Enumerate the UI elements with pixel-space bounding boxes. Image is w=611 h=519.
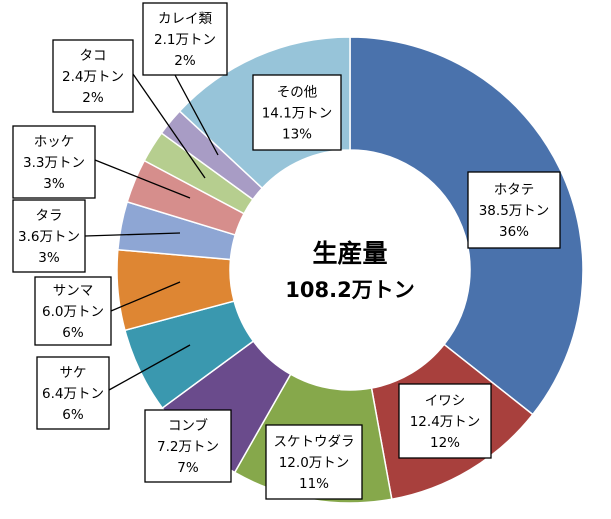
slice-value: 2.4万トン <box>62 69 124 85</box>
label-box <box>52 39 134 113</box>
slice-name: コンブ <box>168 417 209 434</box>
leader-line-10 <box>174 74 219 156</box>
label-box <box>36 356 110 430</box>
slice-label-10: カレイ類 2.1万トン 2% <box>142 2 228 76</box>
slice-value: 6.4万トン <box>42 386 104 402</box>
leader-line-8 <box>94 159 191 199</box>
label-box <box>265 424 363 500</box>
slice-name: タコ <box>80 48 107 64</box>
leader-line-5 <box>108 344 191 391</box>
slice-name: サケ <box>60 365 87 381</box>
slice-value: 2.1万トン <box>154 32 216 48</box>
slice-percent: 6% <box>62 325 84 341</box>
slice-name: その他 <box>277 85 318 101</box>
slice-name: ホッケ <box>34 134 75 150</box>
slice-value: 3.3万トン <box>23 155 85 171</box>
center-total: 108.2万トン <box>285 278 414 302</box>
label-box <box>144 409 232 483</box>
slice-label-11: その他 14.1万トン 13% <box>252 74 342 151</box>
slice-value: 38.5万トン <box>479 203 550 219</box>
label-box <box>142 2 228 76</box>
slice-label-8: ホッケ 3.3万トン 3% <box>12 125 96 199</box>
label-box <box>252 74 342 151</box>
slice-percent: 2% <box>174 53 196 69</box>
slice-label-1: ホタテ 38.5万トン 36% <box>467 171 561 249</box>
slice-label-4: コンブ 7.2万トン 7% <box>144 409 232 483</box>
label-box <box>12 125 96 199</box>
slice-percent: 12% <box>430 435 460 451</box>
slice-name: サンマ <box>53 283 94 299</box>
slice-value: 14.1万トン <box>262 106 333 122</box>
slice-name: スケトウダラ <box>274 434 355 450</box>
slice-label-2: イワシ 12.4万トン 12% <box>398 383 492 459</box>
slice-label-5: サケ 6.4万トン 6% <box>36 356 110 430</box>
slice-value: 7.2万トン <box>157 439 219 455</box>
slice-percent: 2% <box>82 90 104 106</box>
leader-line-6 <box>110 281 181 312</box>
slice-percent: 3% <box>43 176 65 192</box>
slice-label-3: スケトウダラ 12.0万トン 11% <box>265 424 363 500</box>
slice-name: タラ <box>36 208 63 224</box>
slice-label-6: サンマ 6.0万トン 6% <box>34 276 112 346</box>
slice-name: イワシ <box>425 393 466 409</box>
center-title: 生産量 <box>312 239 387 268</box>
leader-line-9 <box>132 73 206 179</box>
label-box <box>12 199 86 273</box>
slice-1 <box>349 36 584 416</box>
slice-value: 12.0万トン <box>279 455 350 471</box>
label-box <box>34 276 112 346</box>
slice-percent: 36% <box>499 224 529 240</box>
slice-label-7: タラ 3.6万トン 3% <box>12 199 86 273</box>
slice-name: ホタテ <box>494 182 535 198</box>
slice-value: 6.0万トン <box>42 304 104 320</box>
slice-value: 12.4万トン <box>410 414 481 430</box>
slice-percent: 6% <box>62 407 84 423</box>
slice-percent: 11% <box>299 476 329 492</box>
slice-percent: 13% <box>282 127 312 143</box>
slice-labels-group: ホタテ 38.5万トン 36% イワシ 12.4万トン 12% スケトウダラ 12.0万トン 1… <box>12 2 561 500</box>
label-box <box>467 171 561 249</box>
slice-value: 3.6万トン <box>18 229 80 245</box>
label-box <box>398 383 492 459</box>
leader-lines-group <box>84 73 219 391</box>
leader-line-7 <box>84 232 181 237</box>
slice-percent: 3% <box>38 250 60 266</box>
slice-label-9: タコ 2.4万トン 2% <box>52 39 134 113</box>
slice-percent: 7% <box>177 460 199 476</box>
slice-name: カレイ類 <box>158 11 212 27</box>
